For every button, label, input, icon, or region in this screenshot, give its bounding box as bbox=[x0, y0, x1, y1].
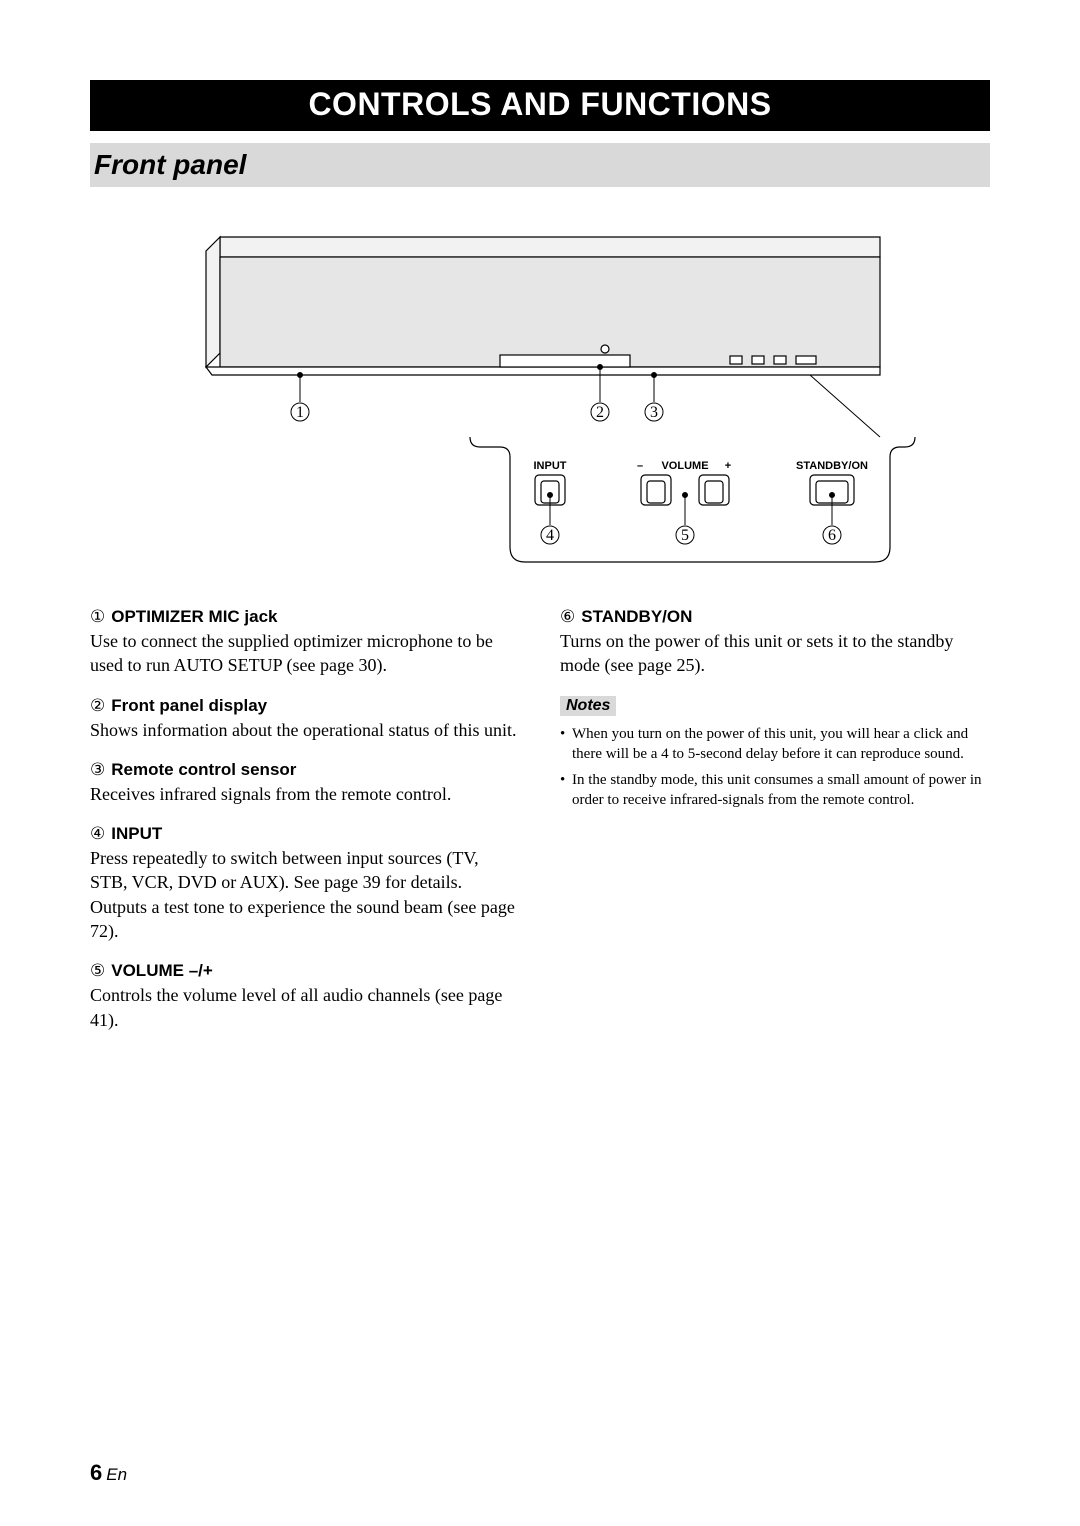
item-body: Controls the volume level of all audio c… bbox=[90, 983, 520, 1032]
callout-4: 4 bbox=[546, 527, 554, 544]
item-number: ① bbox=[90, 607, 105, 627]
list-item: ① OPTIMIZER MIC jack Use to connect the s… bbox=[90, 607, 520, 678]
label-input: INPUT bbox=[534, 460, 567, 472]
label-vol-minus: – bbox=[637, 460, 643, 472]
section-heading: Front panel bbox=[90, 143, 990, 187]
label-standby: STANDBY/ON bbox=[796, 460, 868, 472]
notes-label: Notes bbox=[560, 696, 616, 716]
list-item: ⑤ VOLUME –/+ Controls the volume level of… bbox=[90, 961, 520, 1032]
page-title: CONTROLS AND FUNCTIONS bbox=[90, 80, 990, 131]
item-heading: VOLUME –/+ bbox=[111, 961, 213, 980]
left-column: ① OPTIMIZER MIC jack Use to connect the s… bbox=[90, 607, 520, 1050]
item-number: ⑥ bbox=[560, 607, 575, 627]
notes-block: Notes When you turn on the power of this… bbox=[560, 696, 990, 811]
list-item: ③ Remote control sensor Receives infrared… bbox=[90, 760, 520, 806]
label-vol-plus: + bbox=[725, 460, 731, 472]
front-panel-diagram: 1 2 3 INPUT – VOLUME + STANDBY/ON bbox=[90, 217, 990, 577]
callout-1: 1 bbox=[296, 404, 304, 421]
note-item: When you turn on the power of this unit,… bbox=[560, 724, 990, 765]
item-number: ② bbox=[90, 696, 105, 716]
list-item: ④ INPUT Press repeatedly to switch betwee… bbox=[90, 824, 520, 943]
page-lang: En bbox=[106, 1465, 127, 1484]
item-heading: OPTIMIZER MIC jack bbox=[111, 607, 277, 626]
callout-2: 2 bbox=[596, 404, 604, 421]
item-heading: Front panel display bbox=[111, 696, 267, 715]
item-body: Use to connect the supplied optimizer mi… bbox=[90, 629, 520, 678]
item-heading: Remote control sensor bbox=[111, 760, 296, 779]
item-body: Receives infrared signals from the remot… bbox=[90, 782, 520, 806]
callout-3: 3 bbox=[650, 404, 658, 421]
item-heading: INPUT bbox=[111, 824, 162, 843]
right-column: ⑥ STANDBY/ON Turns on the power of this u… bbox=[560, 607, 990, 1050]
list-item: ⑥ STANDBY/ON Turns on the power of this u… bbox=[560, 607, 990, 678]
callout-6: 6 bbox=[828, 527, 836, 544]
item-body: Shows information about the operational … bbox=[90, 718, 520, 742]
item-number: ⑤ bbox=[90, 961, 105, 981]
label-volume: VOLUME bbox=[661, 460, 708, 472]
list-item: ② Front panel display Shows information a… bbox=[90, 696, 520, 742]
callout-5: 5 bbox=[681, 527, 689, 544]
item-heading: STANDBY/ON bbox=[581, 607, 692, 626]
item-number: ③ bbox=[90, 760, 105, 780]
note-item: In the standby mode, this unit consumes … bbox=[560, 770, 990, 811]
item-body: Turns on the power of this unit or sets … bbox=[560, 629, 990, 678]
item-number: ④ bbox=[90, 824, 105, 844]
page-footer: 6En bbox=[90, 1460, 127, 1486]
item-body: Press repeatedly to switch between input… bbox=[90, 846, 520, 943]
description-columns: ① OPTIMIZER MIC jack Use to connect the s… bbox=[90, 607, 990, 1050]
page-number: 6 bbox=[90, 1460, 102, 1485]
